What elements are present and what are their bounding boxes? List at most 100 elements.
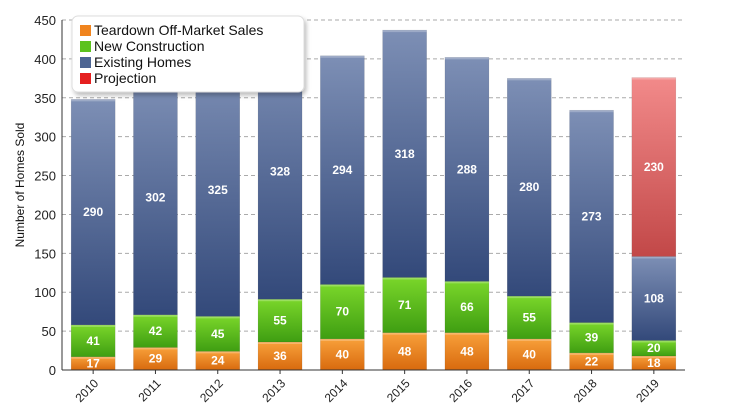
bar-highlight — [71, 324, 116, 327]
bar-segment-existing-homes — [444, 57, 490, 282]
x-tick-label: 2013 — [259, 376, 288, 405]
bar-segment-new-construction — [444, 281, 490, 333]
data-label: 42 — [149, 324, 163, 338]
y-tick-label: 300 — [34, 130, 56, 145]
data-label: 55 — [273, 314, 287, 328]
bar-segment-new-construction — [320, 284, 365, 340]
bar-highlight — [320, 338, 365, 341]
bar-highlight — [320, 55, 365, 58]
data-label: 40 — [523, 347, 537, 361]
bar-highlight — [71, 99, 116, 102]
bar-highlight — [444, 332, 489, 335]
y-tick-label: 100 — [34, 285, 56, 300]
legend-swatch — [80, 25, 91, 36]
bar-segment-existing-homes — [631, 256, 677, 341]
bar-highlight — [71, 356, 116, 359]
y-tick-label: 200 — [34, 207, 56, 222]
y-tick-label: 400 — [34, 52, 56, 67]
y-tick-label: 250 — [34, 169, 56, 184]
data-label: 290 — [83, 205, 103, 219]
bar-segment-new-construction — [569, 322, 614, 354]
legend-entry: New Construction — [94, 38, 205, 54]
bar-highlight — [382, 277, 427, 280]
bar-segment-teardown-off-market-sales — [382, 332, 427, 371]
data-label: 36 — [273, 349, 287, 363]
x-tick-label: 2014 — [322, 376, 351, 405]
bar-segment-existing-homes — [320, 55, 365, 285]
bar-segment-new-construction — [133, 314, 178, 348]
data-label: 273 — [582, 209, 602, 223]
y-tick-label: 50 — [42, 324, 56, 339]
bar-highlight — [631, 256, 676, 259]
bars: 17 41 290 29 42 302 24 45 325 36 55 328 40 70 294 48 71 3… — [70, 29, 677, 371]
x-tick-label: 2012 — [197, 376, 226, 405]
data-label: 108 — [644, 291, 664, 305]
data-label: 288 — [457, 162, 477, 176]
data-label: 294 — [332, 163, 352, 177]
data-label: 71 — [398, 298, 412, 312]
legend-swatch — [80, 57, 91, 68]
bar-highlight — [133, 347, 178, 350]
x-tick-label: 2011 — [135, 376, 163, 404]
data-label: 280 — [519, 180, 539, 194]
x-tick-label: 2010 — [72, 376, 101, 405]
bar-highlight — [195, 316, 240, 319]
legend-swatch — [80, 41, 91, 52]
bar-segment-existing-homes — [70, 99, 116, 326]
bar-highlight — [507, 338, 552, 341]
bar-highlight — [631, 340, 676, 343]
bar-highlight — [569, 110, 614, 113]
data-label: 41 — [86, 334, 100, 348]
data-label: 24 — [211, 354, 225, 368]
data-label: 66 — [460, 300, 474, 314]
x-tick-label: 2018 — [571, 376, 600, 405]
data-label: 55 — [523, 311, 537, 325]
bar-highlight — [320, 284, 365, 287]
bar-highlight — [631, 356, 676, 358]
data-label: 70 — [336, 305, 350, 319]
bar-highlight — [631, 77, 676, 80]
bar-segment-teardown-off-market-sales — [320, 338, 365, 371]
x-tick-label: 2016 — [446, 376, 475, 405]
data-label: 22 — [585, 354, 599, 368]
bar-segment-existing-homes — [569, 109, 614, 323]
bar-highlight — [569, 352, 614, 355]
bar-segment-new-construction — [70, 324, 116, 358]
bar-segment-existing-homes — [382, 29, 427, 278]
data-label: 48 — [398, 344, 412, 358]
bar-highlight — [507, 78, 552, 81]
data-label: 230 — [644, 160, 664, 174]
bar-segment-teardown-off-market-sales — [444, 332, 490, 371]
bar-highlight — [507, 296, 552, 299]
legend-swatch — [80, 73, 91, 84]
data-label: 20 — [647, 341, 661, 355]
y-tick-label: 350 — [34, 91, 56, 106]
y-tick-label: 0 — [49, 363, 56, 378]
y-tick-label: 450 — [34, 13, 56, 28]
y-tick-label: 150 — [34, 246, 56, 261]
data-label: 302 — [145, 190, 165, 204]
bar-segment-teardown-off-market-sales — [507, 338, 552, 371]
data-label: 318 — [395, 147, 415, 161]
data-label: 40 — [336, 347, 350, 361]
bar-segment-teardown-off-market-sales — [257, 341, 303, 371]
bar-highlight — [444, 281, 489, 284]
x-tick-label: 2019 — [633, 376, 662, 405]
bar-segment-existing-homes — [195, 63, 240, 317]
bar-segment-new-construction — [195, 316, 240, 352]
bar-highlight — [258, 342, 303, 344]
bar-highlight — [444, 57, 489, 60]
bar-segment-new-construction — [507, 295, 552, 340]
bar-highlight — [195, 351, 240, 354]
legend-entry: Existing Homes — [94, 54, 191, 70]
bar-segment-existing-homes — [507, 78, 552, 297]
y-axis-label: Number of Homes Sold — [13, 123, 27, 248]
data-label: 48 — [460, 344, 474, 358]
bar-highlight — [133, 314, 178, 317]
legend-entry: Teardown Off-Market Sales — [94, 22, 263, 38]
bar-segment-projection — [631, 77, 677, 257]
legend-box — [71, 15, 305, 93]
x-tick-label: 2015 — [384, 376, 413, 405]
